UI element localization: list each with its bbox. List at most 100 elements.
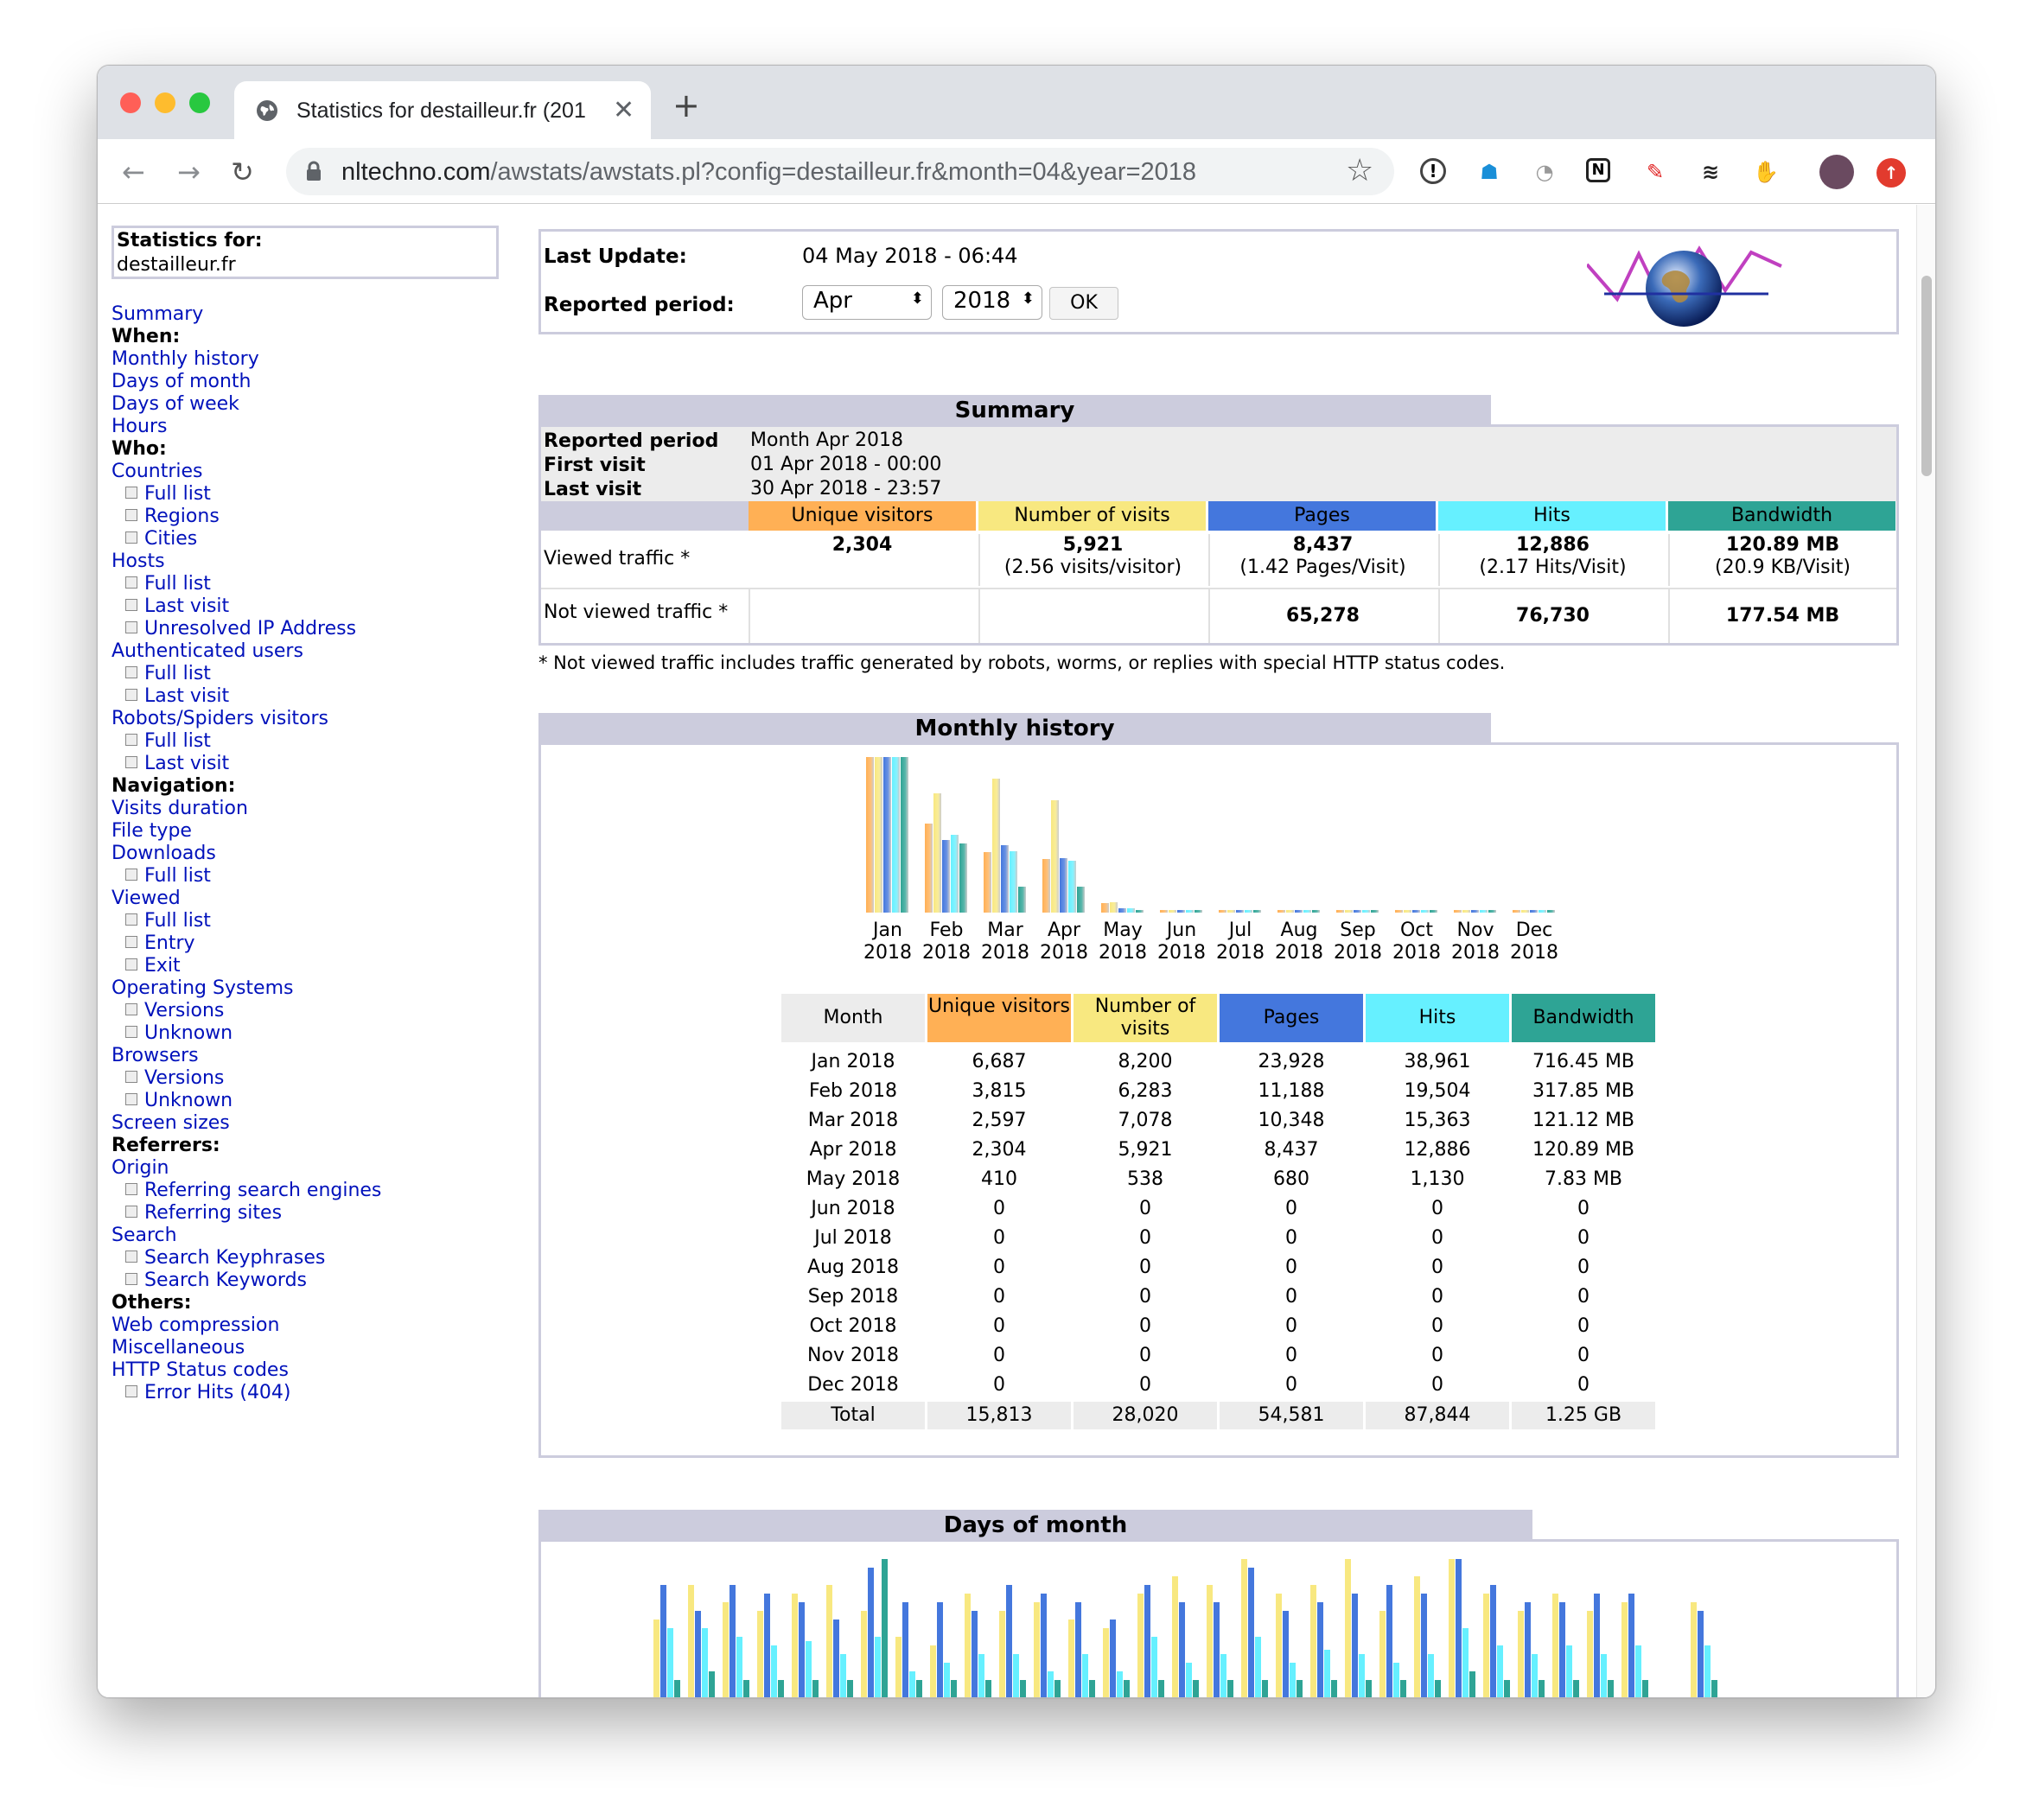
monthly-table-cell: 3,815 xyxy=(972,1080,1027,1102)
menu-item[interactable]: Viewed xyxy=(111,888,509,910)
menu-item[interactable]: Error Hits (404) xyxy=(111,1382,509,1404)
menu-item[interactable]: Hours xyxy=(111,416,509,438)
days-chart-bar xyxy=(653,1620,659,1697)
close-tab-icon[interactable]: ✕ xyxy=(613,95,635,125)
monthly-table-cell: 716.45 MB xyxy=(1532,1051,1635,1072)
monthly-table-cell: 0 xyxy=(993,1286,1005,1308)
menu-item[interactable]: Monthly history xyxy=(111,348,509,371)
hand-extension-icon[interactable]: ✋ xyxy=(1753,160,1779,184)
monthly-table-cell: 0 xyxy=(1139,1345,1151,1366)
menu-item[interactable]: Days of month xyxy=(111,371,509,393)
menu-item[interactable]: HTTP Status codes xyxy=(111,1359,509,1382)
doc-icon xyxy=(125,666,137,678)
menu-item[interactable]: Search Keyphrases xyxy=(111,1247,509,1270)
menu-item[interactable]: Last visit xyxy=(111,753,509,775)
menu-item[interactable]: Downloads xyxy=(111,843,509,865)
layers-extension-icon[interactable]: ≋ xyxy=(1701,160,1720,184)
menu-item[interactable]: Summary xyxy=(111,303,509,326)
address-bar[interactable]: nltechno.com/awstats/awstats.pl?config=d… xyxy=(286,148,1394,195)
select-arrows-icon: ⬍ xyxy=(910,290,924,308)
menu-item[interactable]: Regions xyxy=(111,506,509,528)
menu-item[interactable]: Robots/Spiders visitors xyxy=(111,708,509,730)
menu-item[interactable]: Unresolved IP Address xyxy=(111,618,509,640)
ghost-extension-icon[interactable]: ☗ xyxy=(1480,160,1499,184)
menu-item[interactable]: Versions xyxy=(111,1000,509,1022)
reported-period-label: Reported period: xyxy=(544,294,735,316)
close-window-button[interactable] xyxy=(120,92,141,113)
new-tab-icon[interactable]: + xyxy=(672,86,700,124)
month-select[interactable]: Apr ⬍ xyxy=(802,285,932,320)
monthly-table-cell: Mar 2018 xyxy=(807,1110,899,1131)
menu-item[interactable]: Referring sites xyxy=(111,1202,509,1225)
monthly-table-cell: 11,188 xyxy=(1258,1080,1325,1102)
menu-item[interactable]: Authenticated users xyxy=(111,640,509,663)
viewed-traffic-ratio: (2.56 visits/visitor) xyxy=(1003,557,1182,578)
back-icon[interactable]: ← xyxy=(122,156,145,188)
page-scrollbar[interactable] xyxy=(1916,205,1935,1697)
monthly-table-cell: Feb 2018 xyxy=(809,1080,897,1102)
menu-item[interactable]: Last visit xyxy=(111,685,509,708)
year-select[interactable]: 2018 ⬍ xyxy=(942,285,1042,320)
menu-item[interactable]: Unknown xyxy=(111,1022,509,1045)
menu-item[interactable]: Screen sizes xyxy=(111,1112,509,1135)
menu-item[interactable]: Origin xyxy=(111,1157,509,1180)
menu-item: Who: xyxy=(111,438,509,461)
menu-item[interactable]: Hosts xyxy=(111,550,509,573)
avatar[interactable] xyxy=(1819,155,1854,189)
monthly-table-cell: 0 xyxy=(1431,1286,1443,1308)
days-chart-bar xyxy=(1075,1602,1081,1697)
menu-item[interactable]: Cities xyxy=(111,528,509,550)
menu-item[interactable]: Visits duration xyxy=(111,798,509,820)
scrollbar-thumb[interactable] xyxy=(1921,276,1932,476)
menu-item[interactable]: Versions xyxy=(111,1067,509,1090)
days-chart-bar xyxy=(1241,1559,1247,1697)
days-chart-bar xyxy=(1310,1585,1316,1697)
monthly-table-cell: 0 xyxy=(1577,1374,1590,1396)
menu-item[interactable]: Browsers xyxy=(111,1045,509,1067)
menu-item[interactable]: Days of week xyxy=(111,393,509,416)
menu-item[interactable]: Full list xyxy=(111,483,509,506)
menu-item[interactable]: File type xyxy=(111,820,509,843)
tick-year: 2018 xyxy=(1334,942,1382,964)
menu-item[interactable]: Full list xyxy=(111,865,509,888)
bookmark-star-icon[interactable]: ☆ xyxy=(1346,153,1374,188)
forward-icon[interactable]: → xyxy=(177,156,201,188)
days-chart-bar xyxy=(847,1680,853,1697)
chart-bar xyxy=(866,757,874,913)
menu-item[interactable]: Entry xyxy=(111,932,509,955)
notion-extension-icon[interactable]: N xyxy=(1586,158,1610,182)
browser-tab[interactable]: Statistics for destailleur.fr (201 ✕ xyxy=(234,81,651,139)
menu-item[interactable]: Exit xyxy=(111,955,509,977)
last-visit-value: 30 Apr 2018 - 23:57 xyxy=(750,478,942,500)
grammar-extension-icon[interactable]: ◔ xyxy=(1535,160,1554,184)
menu-item[interactable]: Referring search engines xyxy=(111,1180,509,1202)
chart-bar xyxy=(942,840,950,913)
days-chart-bar xyxy=(1331,1680,1337,1697)
menu-item[interactable]: Search Keywords xyxy=(111,1270,509,1292)
menu-item[interactable]: Full list xyxy=(111,573,509,595)
menu-item[interactable]: Operating Systems xyxy=(111,977,509,1000)
menu-item[interactable]: Unknown xyxy=(111,1090,509,1112)
menu-item[interactable]: Search xyxy=(111,1225,509,1247)
menu-item[interactable]: Web compression xyxy=(111,1314,509,1337)
maximize-window-button[interactable] xyxy=(189,92,210,113)
summary-header-cell: Bandwidth xyxy=(1668,501,1895,531)
monthly-table-cell: 10,348 xyxy=(1258,1110,1325,1131)
menu-item[interactable]: Countries xyxy=(111,461,509,483)
tick-year: 2018 xyxy=(922,942,971,964)
menu-item[interactable]: Full list xyxy=(111,730,509,753)
ok-button[interactable]: OK xyxy=(1049,287,1118,320)
minimize-window-button[interactable] xyxy=(155,92,175,113)
menu-item[interactable]: Last visit xyxy=(111,595,509,618)
pen-extension-icon[interactable]: ✎ xyxy=(1646,160,1665,184)
menu-item[interactable]: Full list xyxy=(111,910,509,932)
menu-item[interactable]: Full list xyxy=(111,663,509,685)
monthly-table-cell: Jun 2018 xyxy=(811,1198,895,1219)
days-chart-bar xyxy=(868,1568,874,1697)
reload-icon[interactable]: ↻ xyxy=(231,156,254,188)
info-extension-icon[interactable]: ! xyxy=(1420,158,1446,184)
chart-bar xyxy=(984,852,991,913)
update-icon[interactable]: ↑ xyxy=(1876,158,1906,188)
menu-item[interactable]: Miscellaneous xyxy=(111,1337,509,1359)
menu-link-label: Full list xyxy=(144,865,211,887)
